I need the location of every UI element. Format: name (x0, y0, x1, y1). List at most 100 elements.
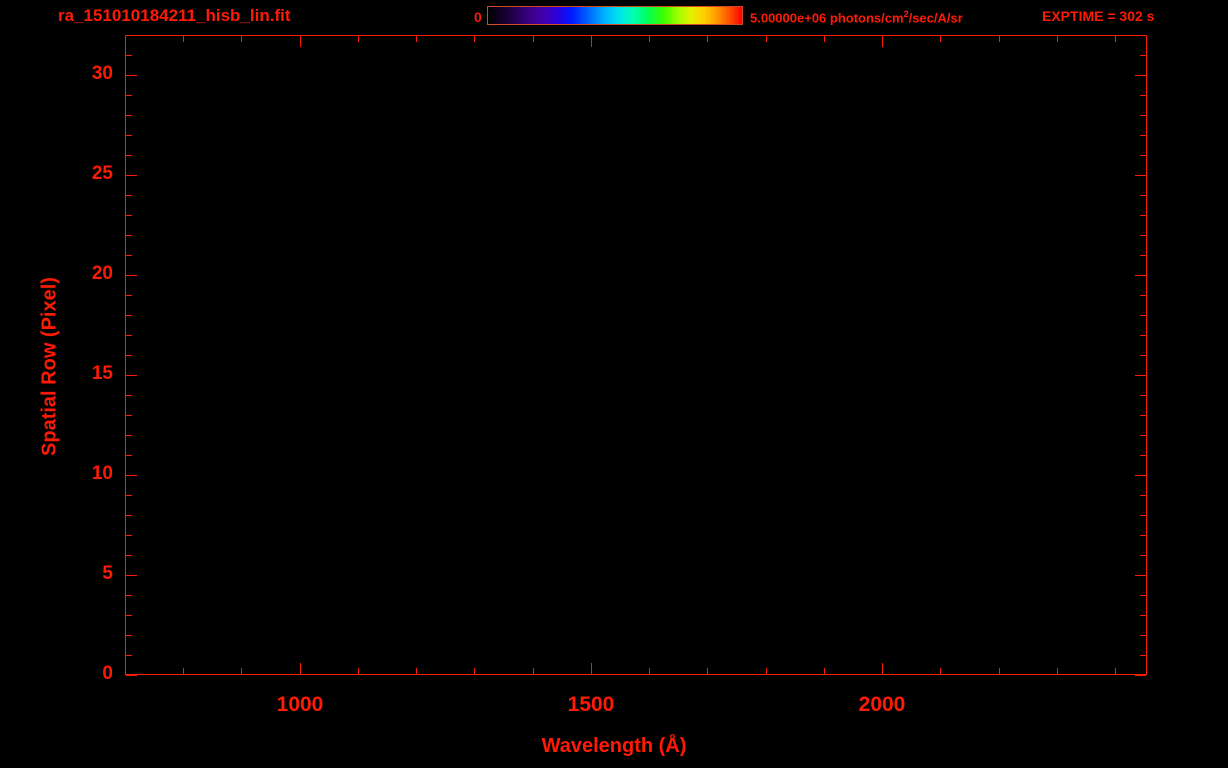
y-tick-minor-right (1140, 335, 1146, 336)
x-tick-minor (416, 668, 417, 674)
x-tick-minor (999, 668, 1000, 674)
y-tick-minor-right (1140, 635, 1146, 636)
colorbar-max-label: 5.00000e+06 photons/cm2/sec/A/sr (750, 9, 963, 25)
y-tick-minor-right (1140, 535, 1146, 536)
x-tick-minor-top (358, 36, 359, 42)
y-tick-minor-right (1140, 115, 1146, 116)
x-tick-minor (766, 668, 767, 674)
y-tick-minor-right (1140, 315, 1146, 316)
y-tick-label: 15 (91, 363, 113, 384)
x-axis-title: Wavelength (Å) (541, 735, 687, 757)
y-tick-minor-right (1140, 455, 1146, 456)
y-tick-minor-right (1140, 435, 1146, 436)
y-tick-minor (126, 315, 132, 316)
y-tick-minor (126, 415, 132, 416)
y-tick-minor (126, 195, 132, 196)
x-tick-minor-top (824, 36, 825, 42)
y-tick-minor (126, 535, 132, 536)
y-tick-label: 30 (91, 63, 113, 84)
x-tick-major (300, 663, 301, 674)
y-tick-minor-right (1140, 135, 1146, 136)
y-tick-major (126, 675, 137, 676)
exptime-label: EXPTIME = 302 s (1042, 8, 1155, 24)
y-tick-minor (126, 515, 132, 516)
y-tick-major (126, 375, 137, 376)
y-tick-major (126, 575, 137, 576)
x-tick-major-top (300, 36, 301, 47)
y-tick-minor (126, 335, 132, 336)
y-tick-minor-right (1140, 655, 1146, 656)
y-tick-minor-right (1140, 395, 1146, 396)
y-tick-major-right (1135, 175, 1146, 176)
y-tick-minor-right (1140, 355, 1146, 356)
x-tick-major (591, 663, 592, 674)
y-tick-major-right (1135, 675, 1146, 676)
y-tick-minor (126, 635, 132, 636)
y-tick-minor (126, 435, 132, 436)
y-tick-label: 5 (102, 563, 113, 584)
x-tick-major (882, 663, 883, 674)
y-tick-minor-right (1140, 255, 1146, 256)
y-tick-major-right (1135, 475, 1146, 476)
y-tick-label: 10 (91, 463, 113, 484)
y-tick-major (126, 475, 137, 476)
y-tick-label: 0 (102, 663, 113, 684)
x-tick-minor-top (766, 36, 767, 42)
y-tick-major-right (1135, 275, 1146, 276)
y-tick-minor-right (1140, 615, 1146, 616)
x-tick-minor (940, 668, 941, 674)
y-tick-minor (126, 495, 132, 496)
x-tick-minor (1057, 668, 1058, 674)
y-tick-minor (126, 555, 132, 556)
y-tick-minor-right (1140, 295, 1146, 296)
x-tick-minor (649, 668, 650, 674)
y-tick-minor-right (1140, 95, 1146, 96)
x-tick-minor-top (1057, 36, 1058, 42)
y-tick-minor-right (1140, 515, 1146, 516)
x-tick-minor-top (533, 36, 534, 42)
y-tick-minor-right (1140, 55, 1146, 56)
colorbar-gradient (488, 7, 742, 24)
y-tick-minor-right (1140, 155, 1146, 156)
y-tick-minor-right (1140, 415, 1146, 416)
y-tick-minor (126, 55, 132, 56)
x-tick-minor (358, 668, 359, 674)
x-tick-minor-top (649, 36, 650, 42)
y-tick-label: 20 (91, 263, 113, 284)
file-title: ra_151010184211_hisb_lin.fit (58, 6, 291, 25)
x-tick-major-top (882, 36, 883, 47)
x-tick-label: 1000 (276, 693, 324, 716)
x-tick-minor-top (474, 36, 475, 42)
y-tick-minor-right (1140, 495, 1146, 496)
colorbar-max-value: 5.00000e+06 photons/cm (750, 10, 904, 26)
colorbar-min-label: 0 (474, 9, 482, 25)
x-tick-minor (533, 668, 534, 674)
y-tick-major (126, 75, 137, 76)
x-tick-minor (1115, 668, 1116, 674)
colorbar-unit-tail: /sec/A/sr (908, 10, 963, 26)
y-tick-minor (126, 215, 132, 216)
y-tick-label: 25 (91, 163, 113, 184)
y-tick-minor (126, 355, 132, 356)
y-tick-minor (126, 155, 132, 156)
y-tick-minor-right (1140, 195, 1146, 196)
y-tick-major-right (1135, 575, 1146, 576)
x-tick-label: 2000 (858, 693, 906, 716)
y-tick-major (126, 175, 137, 176)
x-tick-minor (707, 668, 708, 674)
x-tick-minor-top (999, 36, 1000, 42)
x-tick-minor-top (241, 36, 242, 42)
y-tick-minor-right (1140, 235, 1146, 236)
x-tick-minor-top (416, 36, 417, 42)
y-tick-minor-right (1140, 555, 1146, 556)
y-tick-minor (126, 255, 132, 256)
y-tick-major-right (1135, 375, 1146, 376)
y-tick-minor (126, 455, 132, 456)
x-tick-minor-top (707, 36, 708, 42)
colorbar (487, 6, 743, 25)
x-tick-minor (824, 668, 825, 674)
x-tick-minor (241, 668, 242, 674)
x-tick-major-top (591, 36, 592, 47)
x-tick-minor-top (940, 36, 941, 42)
